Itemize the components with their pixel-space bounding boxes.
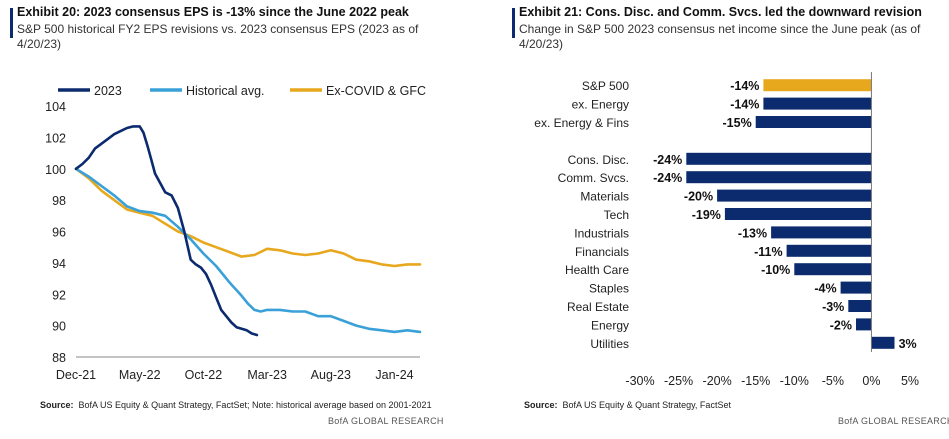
x-tick-label: May-22: [119, 368, 161, 382]
x-tick-label: -30%: [625, 374, 654, 388]
category-label: Health Care: [565, 263, 629, 277]
category-label: Financials: [575, 245, 629, 259]
exhibit-21-title: Exhibit 21: Cons. Disc. and Comm. Svcs. …: [519, 5, 922, 19]
data-label: -10%: [761, 263, 790, 277]
exhibit-20-subtitle: S&P 500 historical FY2 EPS revisions vs.…: [17, 22, 419, 51]
series-line-ex-covid-gfc: [74, 167, 422, 268]
bar: [771, 226, 872, 239]
data-label: -24%: [653, 171, 682, 185]
bar: [763, 79, 872, 92]
x-tick-label: Dec-21: [56, 368, 96, 382]
exhibit-20-brand: BofA GLOBAL RESEARCH: [328, 416, 444, 426]
data-label: -4%: [814, 282, 836, 296]
x-tick-label: -25%: [664, 374, 693, 388]
data-label: -13%: [738, 226, 767, 240]
legend-label-0: 2023: [94, 84, 122, 98]
category-label: Tech: [604, 208, 629, 222]
title-accent-bar: [512, 8, 515, 38]
category-label: Real Estate: [567, 300, 629, 314]
exhibit-21-brand: BofA GLOBAL RESEARCH: [838, 416, 949, 426]
x-tick-label: Jan-24: [375, 368, 413, 382]
exhibit-21-source: Source: BofA US Equity & Quant Strategy,…: [524, 400, 731, 410]
bar: [786, 244, 872, 257]
data-label: -2%: [830, 318, 852, 332]
bar: [848, 300, 872, 312]
y-tick-label: 94: [52, 257, 66, 271]
data-label: -14%: [730, 98, 759, 112]
bar: [763, 97, 872, 110]
exhibit-20-title: Exhibit 20: 2023 consensus EPS is -13% s…: [17, 5, 409, 19]
bar: [840, 281, 872, 294]
x-tick-label: Mar-23: [247, 368, 287, 382]
net-income-bar-chart: S&P 500 -14% ex. Energy -14% ex. Energy & Fi…: [534, 72, 919, 388]
source-label: Source:: [40, 400, 74, 410]
data-label: -14%: [730, 79, 759, 93]
legend-label-2: Ex-COVID & GFC: [326, 84, 426, 98]
series-line-2023: [74, 125, 259, 337]
bar: [856, 318, 872, 331]
x-tick-label: 5%: [901, 374, 919, 388]
legend-label-1: Historical avg.: [186, 84, 265, 98]
y-tick-label: 104: [45, 100, 66, 114]
category-label: Staples: [589, 282, 629, 296]
data-label: -19%: [692, 208, 721, 222]
data-label: -20%: [684, 190, 713, 204]
category-label: Energy: [591, 318, 629, 332]
exhibit-21-subtitle: Change in S&P 500 2023 consensus net inc…: [519, 22, 921, 51]
bar: [724, 208, 872, 220]
y-tick-label: 96: [52, 226, 66, 240]
x-tick-label: Aug-23: [311, 368, 351, 382]
category-label: Utilities: [590, 337, 629, 351]
bar: [686, 171, 872, 184]
category-label: ex. Energy: [572, 98, 629, 112]
bar: [686, 152, 872, 165]
eps-line-chart: 2023 Historical avg. Ex-COVID & GFC 88 90 92 9…: [45, 84, 426, 382]
x-tick-label: -15%: [741, 374, 770, 388]
category-label: Materials: [580, 190, 629, 204]
x-tick-label: -20%: [703, 374, 732, 388]
y-tick-label: 88: [52, 351, 66, 365]
y-tick-label: 90: [52, 320, 66, 334]
y-tick-label: 98: [52, 194, 66, 208]
source-label: Source:: [524, 400, 558, 410]
x-tick-label: -5%: [822, 374, 844, 388]
title-accent-bar: [10, 8, 13, 38]
data-label: -11%: [754, 245, 783, 259]
series-line-historical-avg-: [74, 167, 422, 334]
data-label: 3%: [899, 337, 917, 351]
data-label: -24%: [653, 153, 682, 167]
y-tick-label: 100: [45, 163, 66, 177]
category-label: S&P 500: [582, 79, 629, 93]
bar: [755, 116, 872, 128]
category-label: Industrials: [574, 226, 629, 240]
bar: [794, 263, 872, 276]
x-tick-label: -10%: [780, 374, 809, 388]
category-label: Cons. Disc.: [568, 153, 629, 167]
exhibit-20-source: Source: BofA US Equity & Quant Strategy,…: [40, 400, 432, 410]
category-label: ex. Energy & Fins: [534, 116, 629, 130]
y-tick-label: 92: [52, 288, 66, 302]
y-tick-label: 102: [45, 131, 66, 145]
source-text: BofA US Equity & Quant Strategy, FactSet…: [78, 400, 432, 410]
data-label: -3%: [822, 300, 844, 314]
source-text: BofA US Equity & Quant Strategy, FactSet: [562, 400, 731, 410]
x-tick-label: Oct-22: [185, 368, 223, 382]
x-tick-label: 0%: [862, 374, 880, 388]
exhibit-21-panel: Exhibit 21: Cons. Disc. and Comm. Svcs. …: [512, 0, 949, 439]
data-label: -15%: [723, 116, 752, 130]
category-label: Comm. Svcs.: [558, 171, 629, 185]
exhibit-20-panel: Exhibit 20: 2023 consensus EPS is -13% s…: [0, 0, 455, 439]
bar: [871, 336, 895, 349]
bar: [717, 189, 872, 202]
